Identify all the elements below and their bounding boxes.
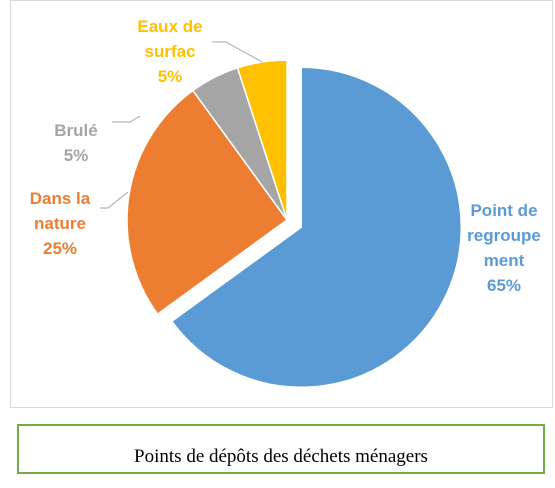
chart bbox=[100, 41, 462, 388]
data-label: Dans la nature 25% bbox=[10, 186, 110, 261]
category-label: Brulé bbox=[54, 121, 98, 140]
category-label: Eaux de surfac bbox=[137, 17, 203, 61]
value-label: 65% bbox=[486, 276, 522, 295]
pie-slice bbox=[126, 89, 289, 316]
value-label: 25% bbox=[42, 239, 78, 258]
value-label: 5% bbox=[63, 146, 89, 165]
leader-line bbox=[100, 191, 129, 209]
leader-line bbox=[212, 41, 263, 63]
pie-slice bbox=[170, 66, 462, 388]
leader-line bbox=[112, 115, 141, 123]
value-label: 5% bbox=[157, 67, 183, 86]
caption: Points de dépôts des déchets ménagers bbox=[17, 424, 545, 474]
category-label: Dans la nature bbox=[29, 189, 91, 233]
category-label: Point de regroupement bbox=[467, 201, 541, 270]
data-label: Eaux de surfac 5% bbox=[120, 14, 220, 89]
pie-slice bbox=[236, 59, 288, 221]
page: Points de dépôts des déchets ménagers ((… bbox=[10, 0, 553, 474]
data-label: Brulé 5% bbox=[40, 118, 112, 168]
chart-frame bbox=[10, 0, 553, 408]
data-label: Point de regroupement 65% bbox=[462, 198, 546, 298]
